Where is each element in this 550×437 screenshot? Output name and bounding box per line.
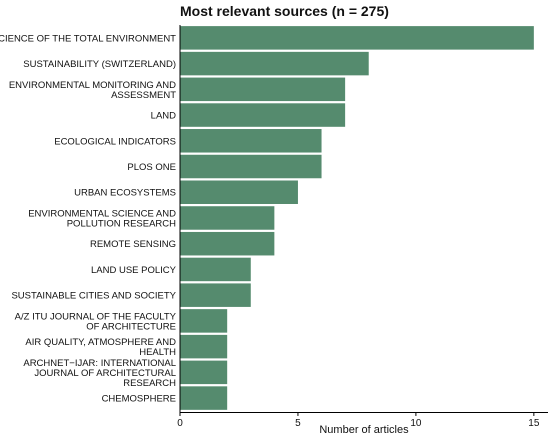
category-label-line: A/Z ITU JOURNAL OF THE FACULTY: [15, 311, 177, 322]
bar: [180, 257, 251, 282]
category-label: A/Z ITU JOURNAL OF THE FACULTY OF ARCHITE…: [15, 311, 177, 332]
category-label: LAND: [151, 111, 176, 122]
category-label-line: AIR QUALITY, ATMOSPHERE AND: [25, 337, 176, 348]
category-label: ECOLOGICAL INDICATORS: [54, 136, 176, 147]
bar: [180, 154, 322, 179]
x-axis-title: Number of articles: [319, 424, 409, 436]
category-label-line: SUSTAINABLE CITIES AND SOCIETY: [11, 291, 176, 302]
x-tick-label: 5: [295, 418, 301, 429]
category-label: ARCHNET−IJAR: INTERNATIONAL JOURNAL OF AR…: [23, 358, 176, 389]
bar: [180, 231, 275, 256]
category-label-line: LAND: [151, 111, 176, 122]
x-axis-ticks: 0 5 10 15: [177, 412, 540, 429]
bar: [180, 334, 228, 359]
category-label-line: JOURNAL OF ARCHITECTURAL: [34, 368, 176, 379]
category-label: SUSTAINABLE CITIES AND SOCIETY: [11, 291, 176, 302]
category-label-line: CHEMOSPHERE: [102, 394, 176, 405]
bar: [180, 51, 369, 76]
bars-group: [180, 26, 534, 410]
bar: [180, 180, 298, 204]
category-label: ENVIRONMENTAL MONITORING AND ASSESSMENT: [9, 80, 176, 101]
category-label-line: PLOS ONE: [127, 162, 176, 173]
category-label-line: LAND USE POLICY: [91, 265, 177, 276]
category-label-line: ENVIRONMENTAL SCIENCE AND: [28, 208, 176, 219]
category-label-line: REMOTE SENSING: [90, 239, 176, 250]
bar: [180, 309, 228, 333]
category-label: ENVIRONMENTAL SCIENCE AND POLLUTION RESEA…: [28, 208, 176, 229]
x-tick-label: 0: [177, 418, 183, 429]
category-label: CHEMOSPHERE: [102, 394, 176, 405]
category-label-line: ECOLOGICAL INDICATORS: [54, 136, 176, 147]
category-label-line: SCIENCE OF THE TOTAL ENVIRONMENT: [0, 33, 176, 44]
category-label: PLOS ONE: [127, 162, 176, 173]
bar: [180, 206, 275, 230]
chart-title: Most relevant sources (n = 275): [180, 3, 389, 19]
category-label-line: ARCHNET−IJAR: INTERNATIONAL: [23, 358, 176, 369]
bar: [180, 360, 228, 385]
category-label: REMOTE SENSING: [90, 239, 176, 250]
category-label: URBAN ECOSYSTEMS: [74, 188, 176, 199]
bar: [180, 26, 534, 50]
category-label-line: HEALTH: [139, 347, 176, 358]
category-label: SCIENCE OF THE TOTAL ENVIRONMENT: [0, 33, 176, 44]
category-label: AIR QUALITY, ATMOSPHERE AND HEALTH: [25, 337, 176, 358]
bar: [180, 129, 322, 153]
category-label-line: URBAN ECOSYSTEMS: [74, 188, 176, 199]
category-label-line: OF ARCHITECTURE: [86, 321, 176, 332]
category-labels: SCIENCE OF THE TOTAL ENVIRONMENT SUSTAINA…: [0, 33, 177, 404]
category-label: LAND USE POLICY: [91, 265, 177, 276]
category-label-line: ENVIRONMENTAL MONITORING AND: [9, 80, 176, 91]
x-tick-label: 10: [410, 418, 422, 429]
category-label-line: POLLUTION RESEARCH: [67, 218, 176, 229]
x-tick-label: 15: [528, 418, 540, 429]
category-label-line: SUSTAINABILITY (SWITZERLAND): [23, 59, 176, 70]
category-label: SUSTAINABILITY (SWITZERLAND): [23, 59, 176, 70]
bar: [180, 103, 346, 127]
category-label-line: ASSESSMENT: [111, 90, 176, 101]
bar: [180, 386, 228, 410]
bar: [180, 283, 251, 307]
bar: [180, 77, 346, 102]
category-label-line: RESEARCH: [123, 378, 176, 389]
